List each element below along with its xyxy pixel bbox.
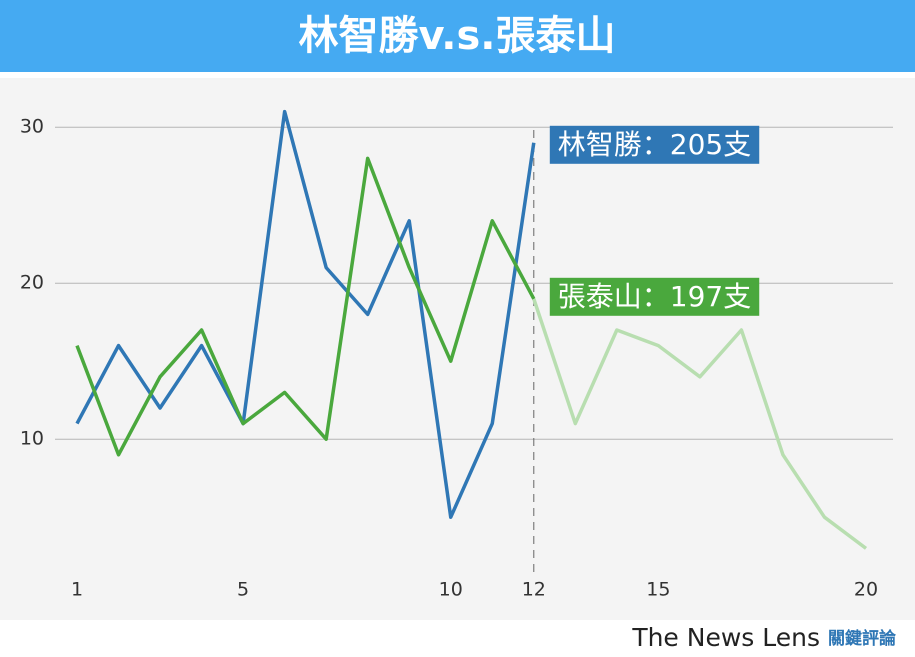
plot-area	[0, 78, 915, 620]
x-tick-label: 12	[522, 579, 546, 601]
x-tick-label: 5	[237, 579, 249, 601]
annotation-box	[549, 125, 760, 164]
y-tick-label: 20	[20, 272, 44, 294]
line-faded	[532, 298, 868, 550]
annotation-label: 林智勝：205支	[558, 128, 751, 161]
line	[75, 109, 536, 519]
title-bar	[0, 0, 915, 72]
x-tick-label: 20	[854, 579, 878, 601]
chart-title: 林智勝v.s.張泰山	[298, 13, 615, 59]
x-tick-label: 10	[439, 579, 463, 601]
y-tick-label: 10	[20, 428, 44, 450]
annotation-box	[549, 277, 760, 316]
x-tick-label: 15	[646, 579, 670, 601]
x-tick-label: 1	[71, 579, 83, 601]
y-tick-label: 30	[20, 116, 44, 138]
credit-sub: 關鍵評論	[828, 628, 897, 649]
credit: The News Lens	[631, 623, 820, 652]
line	[75, 156, 536, 457]
annotation-label: 張泰山：197支	[558, 280, 751, 313]
